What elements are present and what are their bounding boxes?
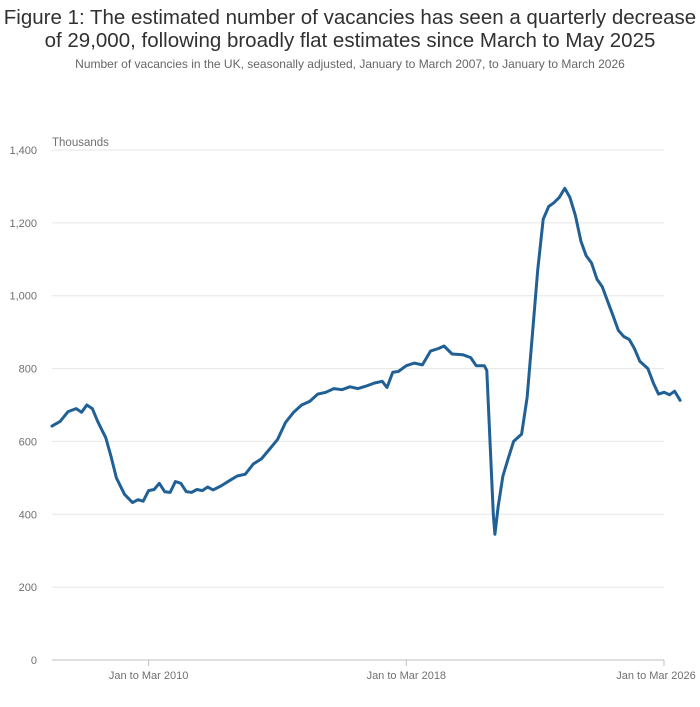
y-tick-label: 1,000 [9, 291, 37, 303]
y-tick-label: 1,200 [9, 218, 37, 230]
y-tick-label: 0 [31, 655, 37, 667]
gridlines [52, 149, 664, 588]
y-axis-unit-label: Thousands [52, 137, 109, 149]
x-axis-ticks: Jan to Mar 2010 Jan to Mar 2018 Jan to Mar… [109, 660, 696, 682]
x-tick-label: Jan to Mar 2026 [616, 670, 696, 682]
series-line-vacancies [50, 186, 682, 536]
y-tick-label: 800 [19, 364, 37, 376]
x-tick-label: Jan to Mar 2018 [367, 670, 447, 682]
x-tick-label: Jan to Mar 2010 [109, 670, 189, 682]
chart-title: Figure 1: The estimated number of vacanc… [3, 6, 697, 52]
chart-subtitle: Number of vacancies in the UK, seasonall… [75, 57, 625, 71]
y-tick-label: 1,400 [9, 145, 37, 157]
y-tick-label: 400 [19, 509, 37, 521]
y-tick-label: 600 [19, 436, 37, 448]
y-axis-ticks: 0 200 400 600 800 1,000 1,200 1,400 [9, 145, 37, 667]
y-tick-label: 200 [19, 582, 37, 594]
